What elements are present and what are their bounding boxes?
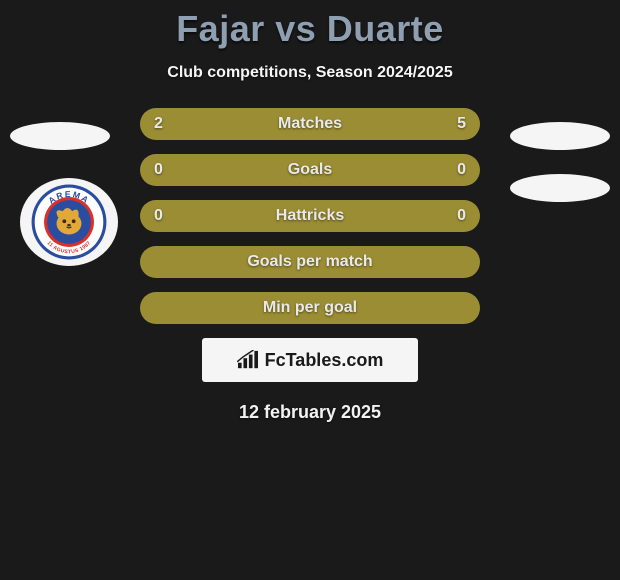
stat-row-goals-per-match: Goals per match	[140, 246, 480, 278]
stat-label: Goals per match	[247, 253, 372, 271]
page-subtitle: Club competitions, Season 2024/2025	[0, 64, 620, 82]
stat-row-hattricks: 0 Hattricks 0	[140, 200, 480, 232]
date-text: 12 february 2025	[0, 402, 620, 423]
stat-label: Min per goal	[263, 299, 357, 317]
club-right-placeholder	[510, 174, 610, 202]
stat-label: Goals	[288, 161, 332, 179]
stat-row-min-per-goal: Min per goal	[140, 292, 480, 324]
stat-label: Matches	[278, 115, 342, 133]
stat-right-value: 5	[457, 115, 466, 133]
brand-badge: FcTables.com	[202, 338, 418, 382]
brand-text: FcTables.com	[265, 350, 384, 371]
arema-crest-icon: AREMA 11 AGUSTUS 1987	[30, 183, 108, 261]
stat-left-value: 0	[154, 207, 163, 225]
stat-row-matches: 2 Matches 5	[140, 108, 480, 140]
club-left-badge: AREMA 11 AGUSTUS 1987	[20, 178, 118, 266]
stat-left-value: 2	[154, 115, 163, 133]
stat-row-goals: 0 Goals 0	[140, 154, 480, 186]
stat-label: Hattricks	[276, 207, 344, 225]
stat-right-value: 0	[457, 161, 466, 179]
player-left-placeholder	[10, 122, 110, 150]
player-right-placeholder	[510, 122, 610, 150]
stat-right-value: 0	[457, 207, 466, 225]
stat-left-value: 0	[154, 161, 163, 179]
bar-chart-icon	[237, 350, 259, 370]
page-title: Fajar vs Duarte	[0, 0, 620, 50]
